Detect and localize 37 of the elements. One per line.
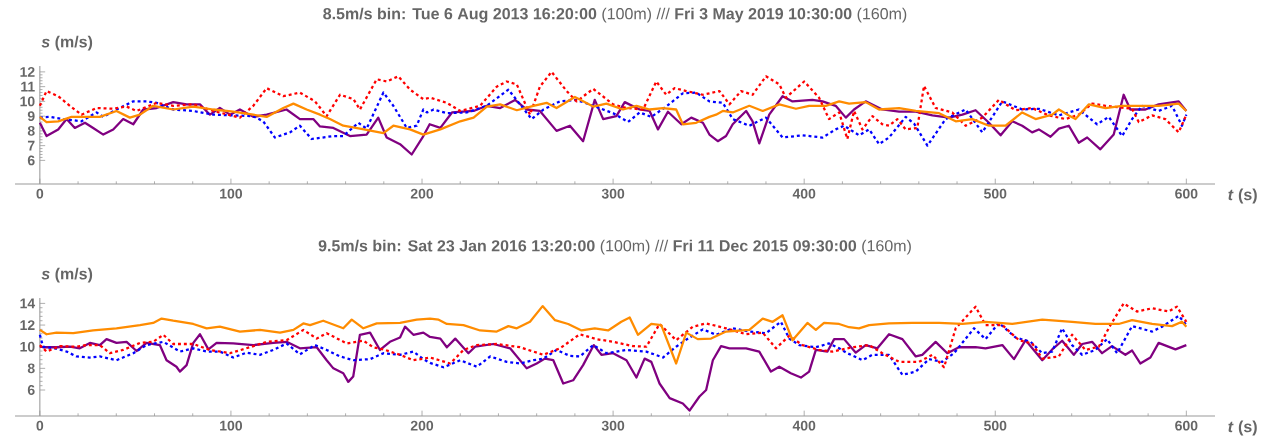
y-axis-title: s (m/s) <box>41 267 93 283</box>
line-series <box>38 88 1188 147</box>
y-tick-label: 8 <box>27 125 35 136</box>
x-tick-label: 500 <box>984 188 1007 199</box>
x-tick-label: 400 <box>792 188 816 199</box>
x-tick-label: 400 <box>792 420 816 431</box>
x-tick-label: 200 <box>410 188 434 199</box>
x-tick-label: 300 <box>601 188 625 199</box>
chart-title: 8.5m/s bin: Tue 6 Aug 2013 16:20:00 (100m) /// Fri 3 May 2019 10:30:00 (160m) <box>323 7 907 23</box>
x-tick-label: 100 <box>220 188 243 199</box>
y-axis-title: s (m/s) <box>41 35 93 51</box>
line-series <box>38 314 1188 376</box>
x-tick-label: 500 <box>984 420 1007 431</box>
y-tick-label: 10 <box>20 96 35 107</box>
y-tick-label: 6 <box>27 155 35 166</box>
x-axis-title: t (s) <box>1228 420 1257 436</box>
x-tick-label: 0 <box>36 188 44 199</box>
y-tick-label: 12 <box>20 67 35 77</box>
x-tick-label: 0 <box>36 420 44 431</box>
y-tick-label: 12 <box>20 320 35 330</box>
x-tick-label: 600 <box>1175 188 1198 199</box>
x-tick-label: 100 <box>220 420 243 431</box>
line-series <box>38 70 1188 141</box>
x-tick-label: 300 <box>601 420 625 431</box>
y-tick-label: 7 <box>27 140 35 151</box>
y-tick-label: 6 <box>27 385 35 395</box>
y-tick-label: 11 <box>21 81 35 92</box>
x-axis-title: t (s) <box>1228 188 1257 204</box>
y-tick-label: 8 <box>27 363 35 374</box>
chart-title: 9.5m/s bin: Sat 23 Jan 2016 13:20:00 (100m) /// Fri 11 Dec 2015 09:30:00 (160m) <box>318 239 911 255</box>
y-tick-label: 10 <box>20 341 35 352</box>
line-series <box>38 325 1188 412</box>
x-tick-label: 600 <box>1175 420 1198 431</box>
line-series <box>38 93 1188 156</box>
x-tick-label: 200 <box>410 420 434 431</box>
y-tick-label: 9 <box>27 111 35 122</box>
y-tick-label: 14 <box>20 298 36 309</box>
